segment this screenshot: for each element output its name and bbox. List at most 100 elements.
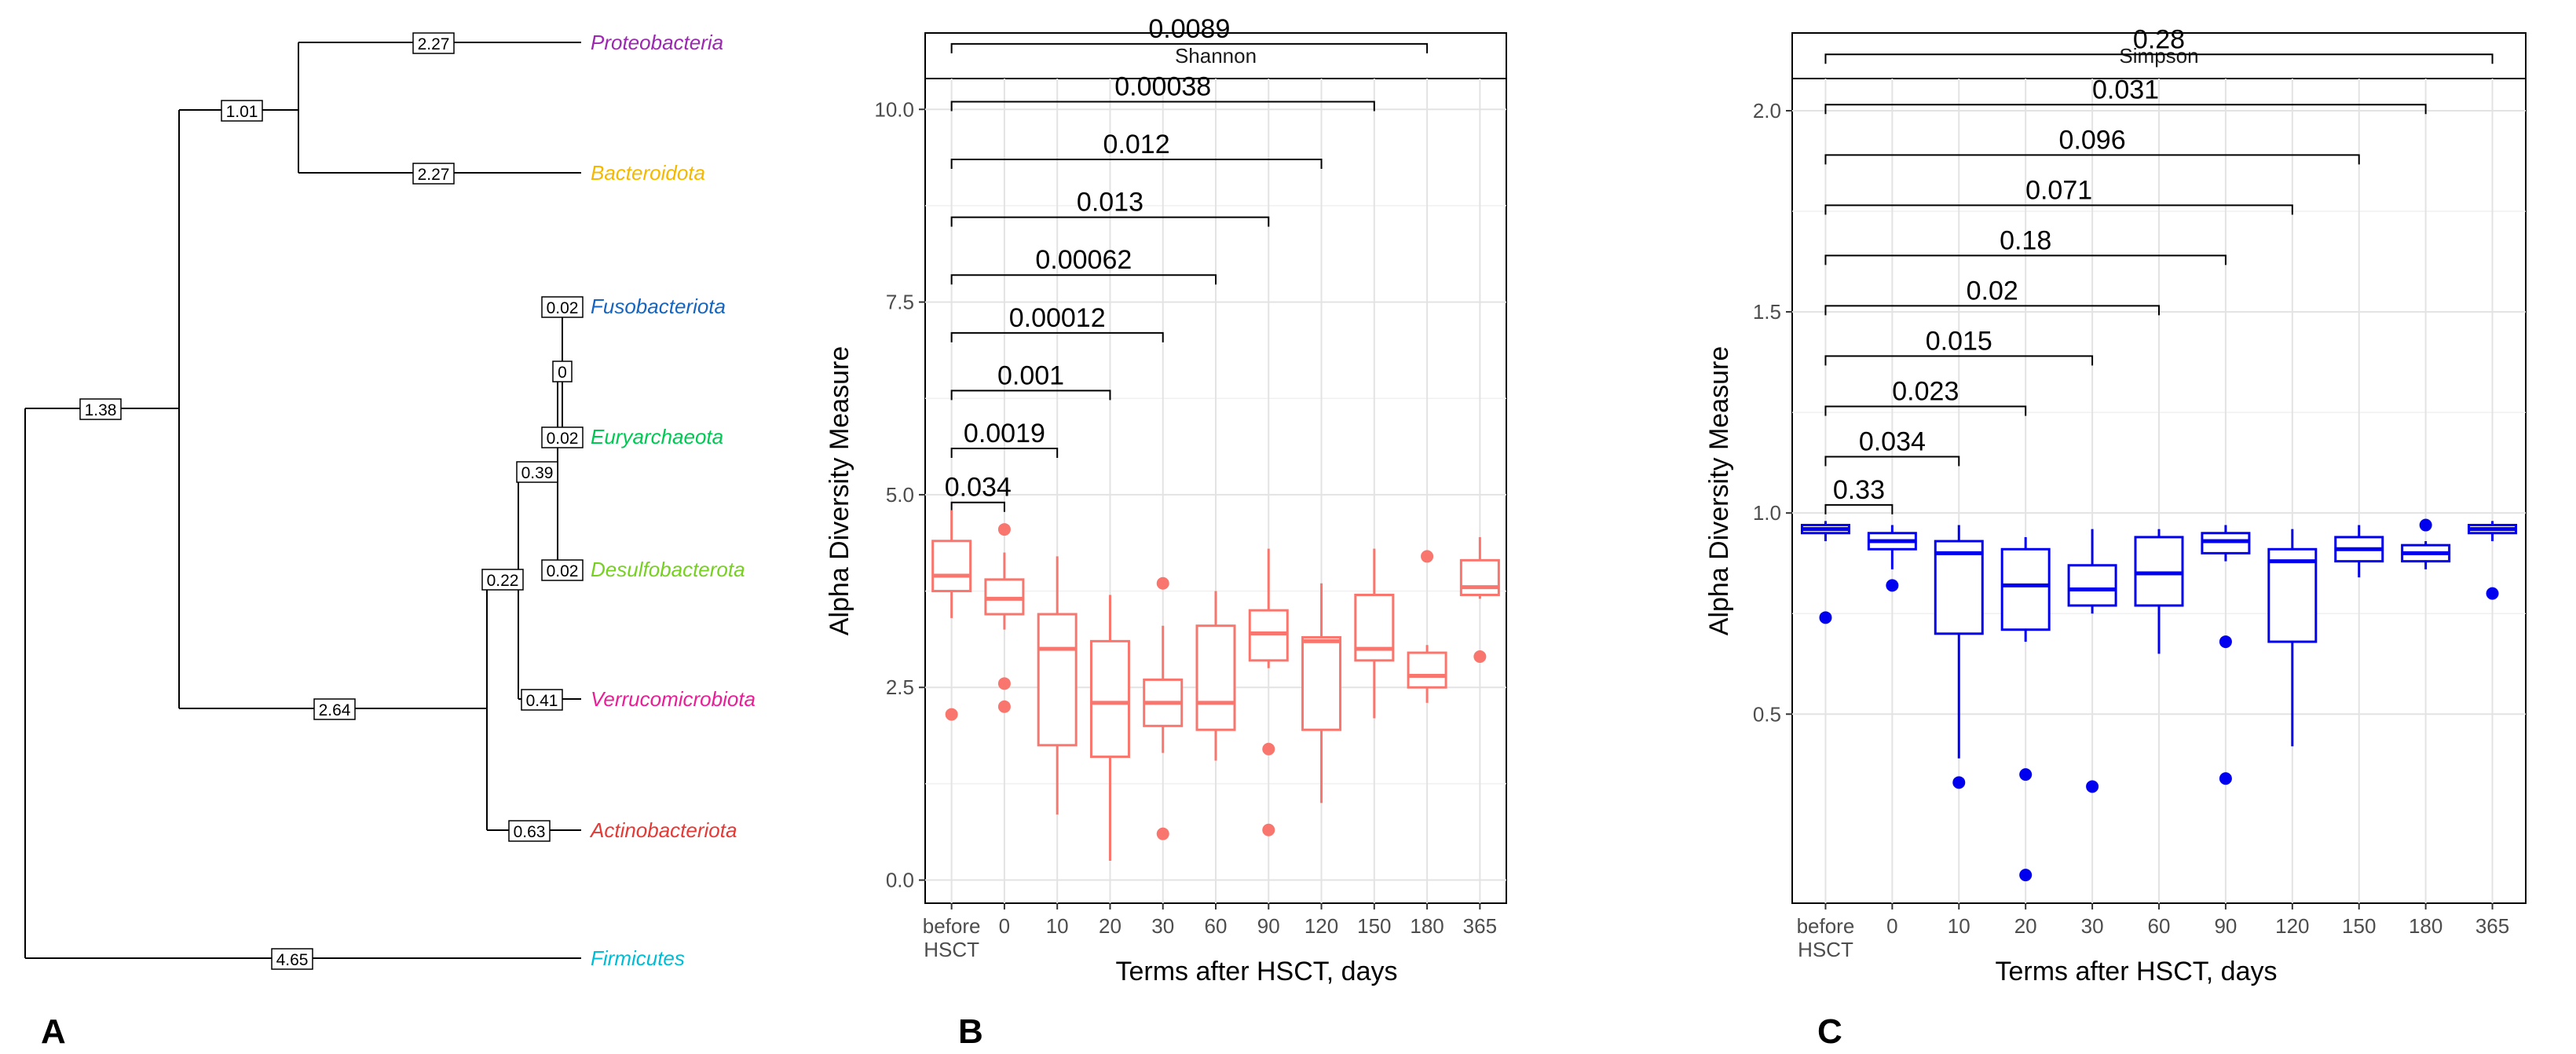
box-10	[2468, 521, 2518, 600]
p-value-label: 0.034	[1859, 426, 1926, 456]
box-body	[2134, 536, 2184, 607]
y-tick-label: 10.0	[874, 97, 914, 121]
comparison-bracket: 0.096	[1824, 125, 2360, 165]
bracket-line	[1824, 204, 2293, 215]
taxon-euryarchaeota: Euryarchaeota	[591, 425, 723, 448]
x-tick-label: HSCT	[924, 938, 979, 961]
x-tick-label: 90	[1257, 914, 1280, 938]
branch-length-proteobacteria: 2.27	[418, 35, 450, 53]
comparison-bracket: 0.031	[1824, 75, 2427, 115]
branch-label: 1.38	[79, 398, 122, 420]
comparison-bracket: 0.012	[950, 130, 1323, 170]
x-tick-label: 20	[2014, 914, 2037, 938]
comparison-bracket: 0.001	[950, 360, 1111, 401]
outlier-point	[1156, 576, 1169, 590]
box-body	[2067, 564, 2117, 607]
box-9	[1407, 550, 1447, 703]
p-value-label: 0.00012	[1009, 303, 1106, 333]
strip-box	[924, 32, 1507, 79]
bracket-line	[950, 42, 1429, 53]
branch-length-euryarchaeota: 0.02	[547, 430, 579, 448]
box-body	[1407, 651, 1447, 689]
p-value-label: 0.0089	[1148, 14, 1230, 44]
outlier-point	[997, 677, 1011, 690]
box-6	[2201, 525, 2251, 785]
bracket-line	[950, 501, 1005, 512]
box-6	[1248, 548, 1289, 836]
bracket-line	[1824, 53, 2494, 64]
bracket-line	[1824, 254, 2227, 265]
branch-label: 4.65	[271, 948, 313, 970]
outlier-point	[2086, 780, 2099, 793]
comparison-bracket: 0.00062	[950, 245, 1217, 285]
box-4	[1143, 576, 1184, 840]
x-tick-label: 365	[2475, 914, 2509, 938]
grid	[1792, 79, 2526, 903]
tree-branches	[24, 42, 581, 959]
outlier-point	[2419, 518, 2432, 532]
x-tick-label: 120	[1304, 914, 1338, 938]
box-7	[2267, 529, 2318, 747]
p-value-label: 0.00062	[1035, 245, 1132, 275]
box-2	[1037, 556, 1078, 815]
y-axis-title: Alpha Diversity Measure	[1704, 346, 1734, 635]
bracket-line	[950, 331, 1164, 342]
p-value-label: 0.071	[2025, 175, 2092, 205]
x-tick-label: HSCT	[1798, 938, 1853, 961]
bracket-line	[1824, 503, 1894, 514]
comparison-bracket: 0.015	[1824, 326, 2094, 366]
comparison-bracket: 0.00012	[950, 303, 1164, 342]
branch-label: 0.02	[541, 296, 584, 318]
box-8	[1354, 548, 1395, 719]
box-body	[2000, 547, 2051, 631]
box-body	[1037, 613, 1078, 747]
branch-label: 0.02	[541, 559, 584, 581]
outlier-point	[1473, 650, 1487, 663]
branch-length-verrucomicrobiota: 0.41	[526, 692, 558, 710]
taxon-labels: Proteobacteria Bacteroidota Fusobacterio…	[589, 31, 756, 970]
p-value-label: 0.015	[1926, 326, 1992, 356]
p-value-label: 0.096	[2059, 125, 2126, 155]
branch-length-actinobacteriota: 0.63	[514, 823, 546, 841]
x-tick-label: 60	[1205, 914, 1228, 938]
p-value-label: 0.012	[1103, 130, 1170, 159]
y-tick-label: 5.0	[886, 483, 914, 507]
bracket-line	[1824, 355, 2094, 366]
panel-a-tree: 2.27 2.27 1.01 0.02 0.02 0 0.02 0.39 0.4…	[24, 31, 756, 1051]
x-tick-label: 30	[1151, 914, 1174, 938]
branch-length-actino-clade: 2.64	[319, 701, 351, 719]
comparison-bracket: 0.0089	[950, 14, 1429, 53]
taxon-firmicutes: Firmicutes	[591, 946, 685, 970]
x-tick-label: 0	[1886, 914, 1897, 938]
box-0	[931, 510, 972, 721]
outlier-point	[1952, 776, 1966, 789]
box-2	[1934, 525, 1984, 789]
x-tick-label: 150	[2342, 914, 2376, 938]
outlier-point	[2486, 587, 2499, 600]
p-value-label: 0.013	[1077, 188, 1143, 218]
x-axis-title: Terms after HSCT, days	[1996, 957, 2278, 986]
p-value-label: 0.031	[2092, 75, 2159, 104]
x-tick-label: 150	[1357, 914, 1391, 938]
panel-label-c: C	[1817, 1012, 1842, 1051]
box-10	[1459, 536, 1500, 663]
outlier-point	[997, 523, 1011, 536]
x-tick-label: 120	[2275, 914, 2309, 938]
box-body	[1934, 540, 1984, 635]
p-value-label: 0.28	[2133, 24, 2185, 54]
box-body	[2267, 547, 2318, 643]
comparison-bracket: 0.023	[1824, 376, 2027, 416]
y-tick-label: 0.0	[886, 869, 914, 892]
x-tick-label: 90	[2214, 914, 2237, 938]
box-7	[1301, 583, 1342, 803]
p-value-label: 0.02	[1967, 276, 2018, 306]
outlier-point	[1819, 611, 1832, 624]
outlier-point	[1262, 742, 1275, 756]
x-tick-label: 0	[999, 914, 1010, 938]
bracket-line	[1824, 456, 1960, 467]
box-0	[1800, 521, 1850, 624]
box-1	[1867, 525, 1917, 592]
x-tick-label: 180	[2409, 914, 2442, 938]
p-value-label: 0.023	[1892, 376, 1959, 406]
